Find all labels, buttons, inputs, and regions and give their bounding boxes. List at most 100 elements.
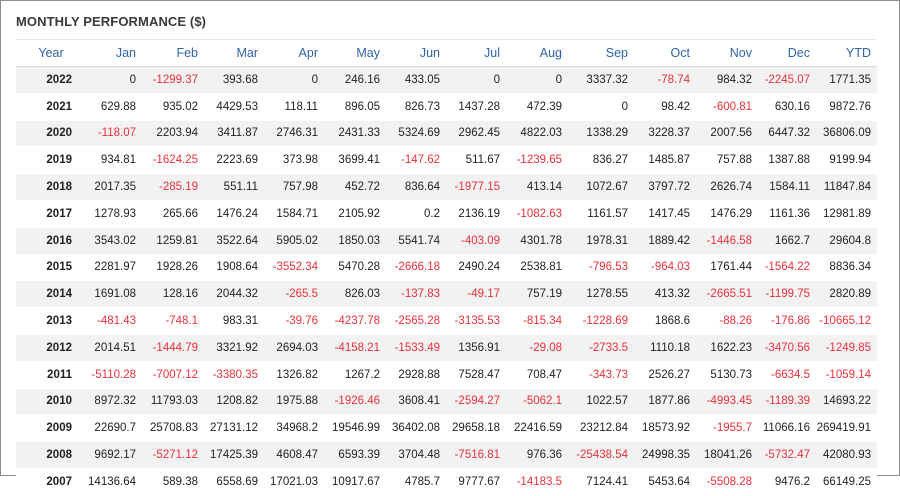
value-cell-feb: 2203.94 [142,120,204,148]
column-header-apr: Apr [264,39,324,67]
value-cell-mar: 1476.24 [204,200,264,228]
value-cell-may: 1267.2 [324,361,386,389]
table-row: 2013 -481.43 -748.1 983.31 -39.76 -4237.78 -25… [16,307,877,335]
value-cell-mar: 551.11 [204,173,264,201]
value-cell-apr: 5905.02 [264,227,324,255]
value-cell-feb: 25708.83 [142,414,204,443]
value-cell-oct: 3797.72 [634,173,696,201]
year-cell: 2022 [16,66,86,94]
monthly-performance-table: Year Jan Feb Mar Apr May Jun Jul Aug Sep Oct Nov Dec… [16,39,877,496]
value-cell-aug: 4822.03 [506,120,568,148]
value-cell-apr: 1975.88 [264,388,324,416]
value-cell-aug: 0 [506,66,568,94]
value-cell-apr: 2694.03 [264,334,324,362]
value-cell-feb: -7007.12 [142,361,204,389]
value-cell-ytd: 66149.25 [816,468,877,496]
value-cell-feb: 589.38 [142,468,204,496]
value-cell-may: 19546.99 [324,414,386,443]
value-cell-ytd: 29604.8 [816,227,877,255]
value-cell-oct: -964.03 [634,254,696,282]
value-cell-jan: 9692.17 [86,441,142,469]
value-cell-jan: 3543.02 [86,227,142,255]
value-cell-aug: 976.36 [506,441,568,469]
column-header-aug: Aug [506,39,568,67]
value-cell-oct: 98.42 [634,93,696,121]
year-cell: 2008 [16,441,86,469]
value-cell-ytd: 9872.76 [816,93,877,121]
value-cell-nov: 2626.74 [696,173,758,201]
year-cell: 2015 [16,254,86,282]
value-cell-mar: 4429.53 [204,93,264,121]
value-cell-jan: 2017.35 [86,173,142,201]
value-cell-nov: 5130.73 [696,361,758,389]
value-cell-mar: 3522.64 [204,227,264,255]
value-cell-oct: 1417.45 [634,200,696,228]
value-cell-oct: 24998.35 [634,441,696,469]
value-cell-dec: -3470.56 [758,334,816,362]
value-cell-jan: 2014.51 [86,334,142,362]
value-cell-oct: 1889.42 [634,227,696,255]
value-cell-sep: 1161.57 [568,200,634,228]
year-cell: 2017 [16,200,86,228]
value-cell-jun: 836.64 [386,173,446,201]
year-cell: 2013 [16,307,86,335]
value-cell-ytd: 1771.35 [816,66,877,94]
value-cell-apr: -39.76 [264,307,324,335]
column-header-mar: Mar [204,39,264,67]
value-cell-dec: -2245.07 [758,66,816,94]
value-cell-sep: 1072.67 [568,173,634,201]
value-cell-feb: 11793.03 [142,388,204,416]
value-cell-may: 452.72 [324,173,386,201]
value-cell-jan: -118.07 [86,120,142,148]
value-cell-mar: 1908.64 [204,254,264,282]
value-cell-sep: 1978.31 [568,227,634,255]
value-cell-may: 1850.03 [324,227,386,255]
value-cell-oct: 1485.87 [634,146,696,175]
value-cell-nov: -5508.28 [696,468,758,496]
value-cell-jun: 5541.74 [386,227,446,255]
value-cell-jul: 29658.18 [446,414,506,443]
value-cell-apr: 17021.03 [264,468,324,496]
value-cell-ytd: 36806.09 [816,120,877,148]
value-cell-aug: 472.39 [506,93,568,121]
value-cell-feb: -748.1 [142,307,204,335]
column-header-ytd: YTD [816,39,877,67]
value-cell-jun: -137.83 [386,280,446,309]
value-cell-mar: 6558.69 [204,468,264,496]
year-cell: 2007 [16,468,86,496]
value-cell-oct: -78.74 [634,66,696,94]
value-cell-apr: 34968.2 [264,414,324,443]
value-cell-jun: -2565.28 [386,307,446,335]
table-header-row: Year Jan Feb Mar Apr May Jun Jul Aug Sep Oct Nov Dec… [16,39,877,67]
value-cell-jul: 9777.67 [446,468,506,496]
column-header-nov: Nov [696,39,758,67]
value-cell-aug: 757.19 [506,280,568,309]
value-cell-apr: 4608.47 [264,441,324,469]
value-cell-nov: -1955.7 [696,414,758,443]
year-cell: 2016 [16,227,86,255]
value-cell-may: -4237.78 [324,307,386,335]
value-cell-nov: 757.88 [696,146,758,175]
value-cell-jun: 4785.7 [386,468,446,496]
value-cell-jul: -49.17 [446,280,506,309]
value-cell-feb: 128.16 [142,280,204,309]
table-row: 2017 1278.93 265.66 1476.24 1584.71 2105.92 0.… [16,200,877,228]
value-cell-nov: 984.32 [696,66,758,94]
value-cell-feb: -1299.37 [142,66,204,94]
value-cell-mar: 3321.92 [204,334,264,362]
column-header-oct: Oct [634,39,696,67]
value-cell-aug: -14183.5 [506,468,568,496]
value-cell-aug: 413.14 [506,173,568,201]
table-row: 2007 14136.64 589.38 6558.69 17021.03 10917.6… [16,468,877,496]
performance-table-wrapper: Year Jan Feb Mar Apr May Jun Jul Aug Sep Oct Nov Dec… [16,39,877,496]
value-cell-sep: 1022.57 [568,388,634,416]
value-cell-sep: 1278.55 [568,280,634,309]
value-cell-ytd: -1059.14 [816,361,877,389]
value-cell-mar: 1208.82 [204,388,264,416]
table-row: 2021 629.88 935.02 4429.53 118.11 896.05 826.7… [16,93,877,121]
value-cell-dec: -1189.39 [758,388,816,416]
panel-title: MONTHLY PERFORMANCE ($) [16,14,207,29]
table-row: 2009 22690.7 25708.83 27131.12 34968.2 19546.… [16,414,877,443]
table-row: 2011 -5110.28 -7007.12 -3380.35 1326.82 1267.… [16,361,877,389]
value-cell-mar: 2044.32 [204,280,264,309]
